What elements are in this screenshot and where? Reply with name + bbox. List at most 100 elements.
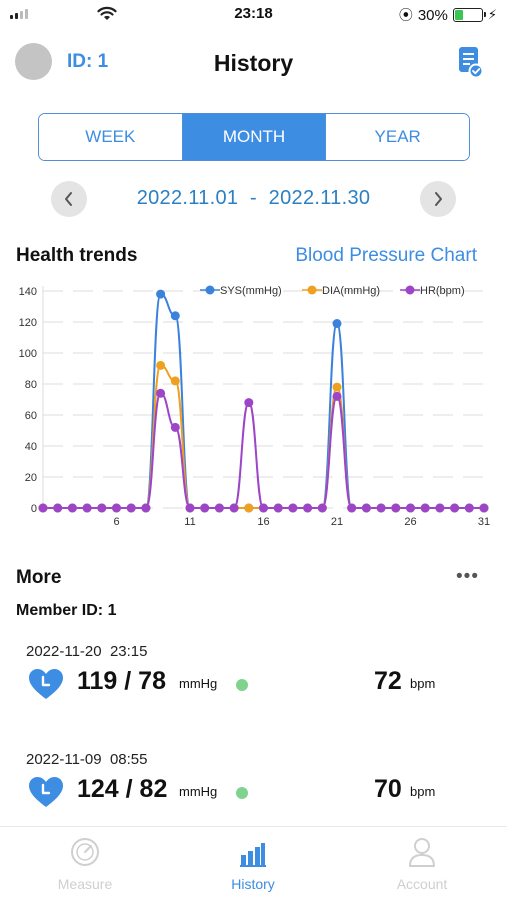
data-point — [126, 503, 136, 513]
heart-clock-icon — [29, 669, 63, 699]
charging-bolt-icon: ⚡ — [487, 7, 497, 22]
heart-rate-value: 70 — [374, 775, 402, 803]
tab-month[interactable]: MONTH — [181, 114, 326, 160]
data-point — [317, 503, 327, 513]
tab-account[interactable]: Account — [362, 835, 482, 892]
list-item[interactable]: 2022-11-20 23:15 119 / 78 mmHg 72 bpm — [0, 643, 507, 733]
y-tick-label: 120 — [19, 317, 37, 329]
status-bar: 23:18 ⦿ 30% ⚡ — [0, 0, 507, 28]
gauge-icon — [71, 838, 99, 866]
data-point — [67, 503, 77, 513]
data-point — [273, 503, 283, 513]
x-tick-label: 16 — [257, 516, 269, 528]
member-id-heading: Member ID: 1 — [16, 602, 117, 619]
y-tick-label: 140 — [19, 286, 37, 298]
tab-history[interactable]: History — [193, 835, 313, 892]
x-tick-label: 31 — [478, 516, 490, 528]
data-point — [156, 360, 166, 370]
data-point — [185, 503, 195, 513]
legend-label: DIA(mmHg) — [322, 285, 380, 297]
report-check-icon[interactable] — [457, 46, 483, 78]
data-point — [406, 503, 415, 513]
data-point — [361, 503, 371, 513]
legend-label: HR(bpm) — [420, 285, 465, 297]
data-point — [450, 503, 460, 513]
legend-label: SYS(mmHg) — [220, 285, 282, 297]
data-point — [391, 503, 401, 513]
blood-pressure-chart-link[interactable]: Blood Pressure Chart — [295, 245, 477, 266]
data-point — [332, 319, 342, 329]
legend-marker — [205, 285, 215, 295]
person-icon — [409, 838, 435, 867]
bottom-tab-bar: Measure History Account — [0, 826, 507, 900]
page-title: History — [213, 50, 294, 76]
y-tick-label: 0 — [31, 503, 37, 515]
blood-pressure-value: 119 / 78 — [77, 667, 166, 695]
more-horizontal-icon[interactable]: ••• — [456, 566, 479, 587]
x-tick-label: 11 — [184, 516, 195, 528]
tab-week[interactable]: WEEK — [39, 114, 182, 160]
status-time: 23:18 — [234, 5, 273, 22]
list-item[interactable]: 2022-11-09 08:55 124 / 82 mmHg 70 bpm — [0, 751, 507, 841]
status-dot — [236, 787, 248, 799]
battery-icon — [452, 8, 486, 22]
x-tick-label: 21 — [331, 516, 343, 528]
data-point — [141, 503, 151, 513]
data-point — [259, 503, 268, 513]
date-range-label: 2022.11.01 - 2022.11.30 — [136, 187, 371, 209]
x-tick-label: 6 — [113, 516, 119, 528]
record-datetime: 2022-11-20 23:15 — [26, 643, 148, 660]
hr-unit: bpm — [410, 676, 436, 691]
data-point — [435, 503, 445, 513]
data-point — [288, 503, 298, 513]
data-point — [170, 422, 180, 432]
y-tick-label: 80 — [25, 379, 37, 391]
avatar[interactable] — [15, 43, 52, 80]
data-point — [332, 391, 342, 401]
data-point — [53, 503, 63, 513]
series-line-1 — [42, 364, 484, 509]
data-point — [82, 503, 92, 513]
member-id-label[interactable]: ID: 1 — [67, 51, 109, 72]
data-point — [156, 388, 166, 398]
heart-clock-icon — [29, 777, 63, 807]
data-point — [347, 503, 357, 513]
data-point — [420, 503, 430, 513]
y-tick-label: 100 — [19, 348, 37, 360]
series-line-2 — [42, 392, 484, 509]
previous-period-button[interactable] — [51, 181, 87, 217]
health-trends-title: Health trends — [16, 245, 138, 266]
data-point — [332, 382, 342, 392]
next-period-button[interactable] — [420, 181, 456, 217]
heart-rate-value: 72 — [374, 667, 402, 695]
data-point — [200, 503, 210, 513]
data-point — [229, 503, 239, 513]
cellular-signal-icon — [10, 9, 28, 19]
data-point — [38, 503, 48, 513]
tab-year[interactable]: YEAR — [325, 114, 469, 160]
tab-measure[interactable]: Measure — [25, 835, 145, 892]
tab-measure-label: Measure — [57, 876, 113, 892]
bp-unit: mmHg — [179, 676, 218, 691]
data-point — [112, 503, 121, 513]
wifi-icon — [97, 6, 117, 20]
tab-history-label: History — [231, 876, 275, 892]
battery-percent: 30% — [417, 6, 448, 24]
legend-marker — [307, 285, 317, 295]
data-point — [244, 503, 254, 513]
data-point — [97, 503, 107, 513]
date-range-row: 2022.11.01 - 2022.11.30 — [0, 180, 507, 218]
legend-marker — [405, 285, 415, 295]
header: ID: 1 History — [0, 40, 507, 86]
data-point — [244, 398, 254, 408]
y-tick-label: 40 — [25, 441, 37, 453]
series-line-0 — [42, 293, 484, 509]
data-point — [464, 503, 474, 513]
x-tick-label: 26 — [404, 516, 416, 528]
period-segmented-control: WEEK MONTH YEAR — [38, 113, 470, 161]
bp-unit: mmHg — [179, 784, 218, 799]
bar-chart-icon — [240, 843, 266, 867]
orientation-lock-icon: ⦿ — [398, 7, 413, 23]
data-point — [376, 503, 386, 513]
tab-account-label: Account — [396, 876, 448, 892]
